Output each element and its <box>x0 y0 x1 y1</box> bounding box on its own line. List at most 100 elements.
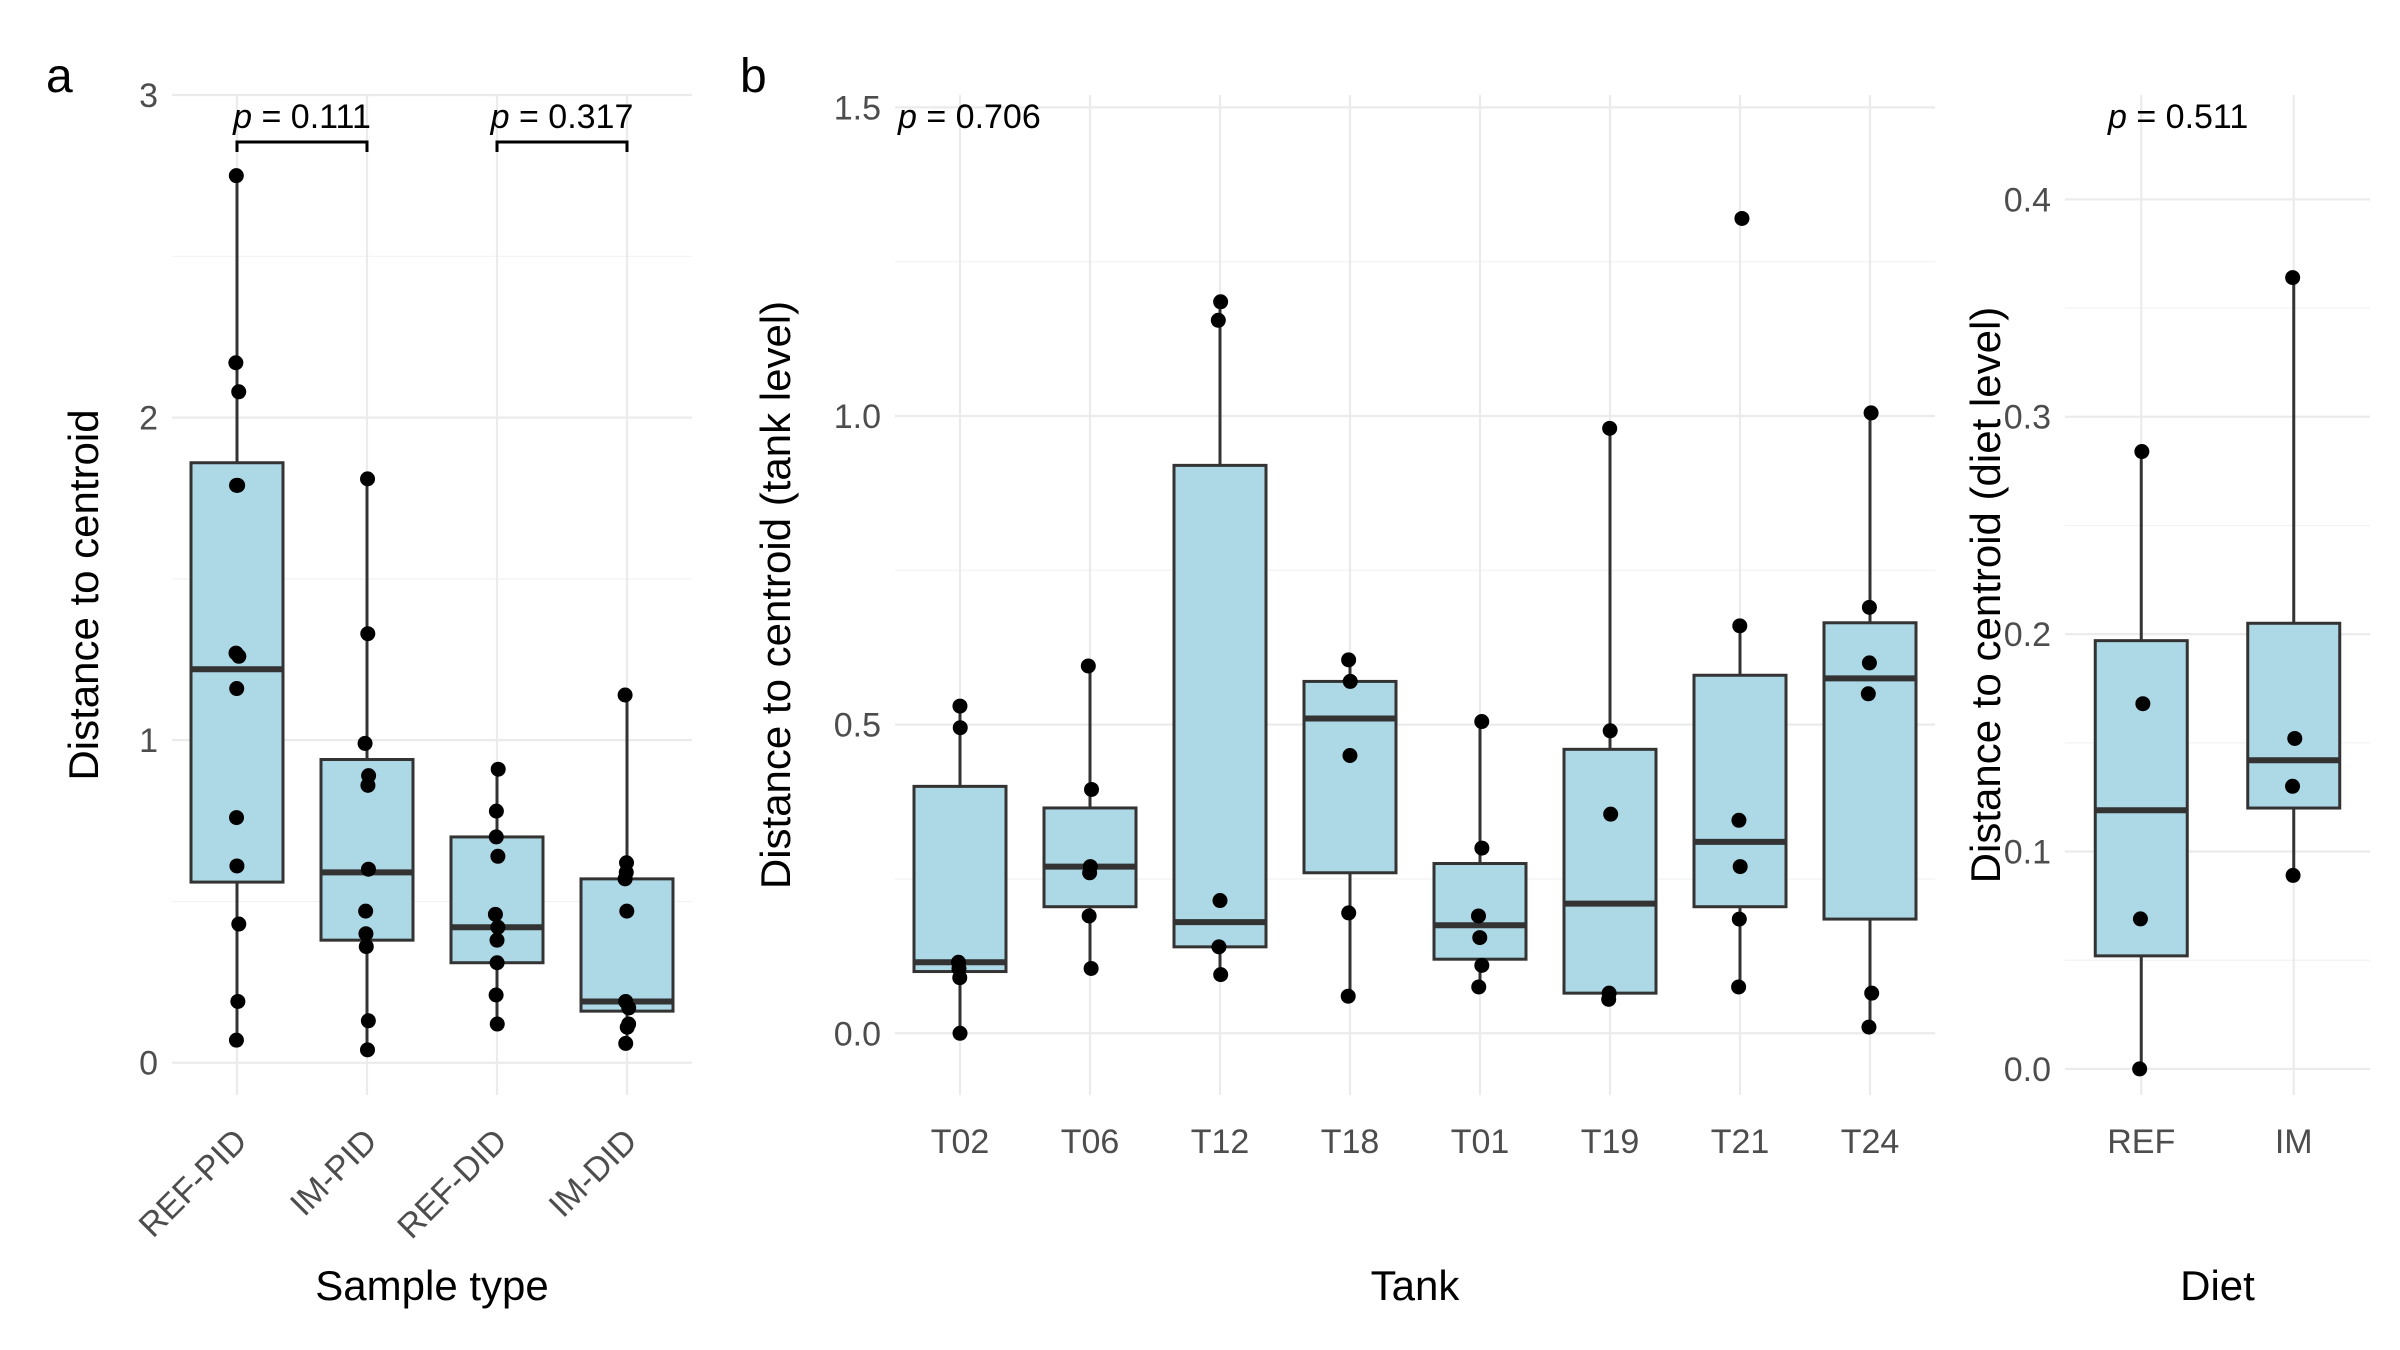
data-point <box>488 803 504 819</box>
panel-b-tank: 0.0 0.5 1.0 1.5 T02 T06 T12 T18 T01 T19 T21 T24 Dist… <box>752 89 1935 1309</box>
x-tick-label: T02 <box>931 1123 990 1161</box>
data-point <box>1081 908 1097 924</box>
data-point <box>2132 1061 2148 1077</box>
x-tick-label: T24 <box>1841 1123 1900 1161</box>
x-tick-label: T19 <box>1581 1123 1640 1161</box>
x-tick-label: IM-DID <box>542 1122 645 1225</box>
data-point <box>1342 673 1358 689</box>
data-point <box>1341 905 1357 921</box>
data-point <box>1861 655 1877 671</box>
data-point <box>1474 714 1490 730</box>
x-tick-label: T01 <box>1451 1123 1510 1161</box>
data-point <box>952 720 968 736</box>
p-value-text: = 0.111 <box>252 98 371 136</box>
data-point <box>1734 210 1750 226</box>
data-point <box>1342 747 1358 763</box>
data-point <box>360 777 376 793</box>
data-point <box>2135 696 2151 712</box>
panel-letter-b: b <box>740 50 767 103</box>
data-point <box>1863 405 1879 421</box>
data-point <box>621 1000 637 1016</box>
data-point <box>230 993 246 1009</box>
x-tick-label: REF <box>2107 1123 2175 1161</box>
data-point <box>489 932 505 948</box>
box-T24 <box>1822 621 1918 921</box>
box-T19 <box>1562 747 1658 995</box>
data-point <box>617 871 633 887</box>
x-tick-label: REF-DID <box>390 1122 514 1246</box>
data-point <box>617 687 633 703</box>
data-point <box>1082 865 1098 881</box>
significance-bracket <box>495 140 629 152</box>
data-point <box>1603 806 1619 822</box>
data-point <box>357 735 373 751</box>
data-point <box>1861 599 1877 615</box>
data-point <box>1602 723 1618 739</box>
data-point <box>2134 444 2150 460</box>
data-point <box>1732 859 1748 875</box>
p-value-text: = 0.706 <box>917 98 1041 136</box>
x-tick-label: T21 <box>1711 1123 1770 1161</box>
y-tick-label: 1.5 <box>834 89 881 127</box>
y-tick-label: 1 <box>139 722 158 760</box>
data-point <box>2285 867 2301 883</box>
data-point <box>360 861 376 877</box>
data-point <box>1471 979 1487 995</box>
data-point <box>229 810 245 826</box>
data-point <box>490 848 506 864</box>
data-point <box>1474 957 1490 973</box>
data-point <box>1472 930 1488 946</box>
data-point <box>360 1013 376 1029</box>
panel-letter-a: a <box>46 50 73 103</box>
y-tick-label: 0.1 <box>2004 834 2051 872</box>
y-tick-label: 0.4 <box>2004 181 2051 219</box>
data-point <box>358 926 374 942</box>
data-point <box>230 477 246 493</box>
data-point <box>358 939 374 955</box>
data-point <box>2285 778 2301 794</box>
data-point <box>2132 911 2148 927</box>
data-point <box>2285 270 2301 286</box>
data-point <box>358 903 374 919</box>
p-value-label: p = 0.511 <box>2107 98 2248 136</box>
data-point <box>2287 730 2303 746</box>
p-value-label: p = 0.317 <box>490 98 634 136</box>
box-T02 <box>912 784 1008 974</box>
data-point <box>1860 686 1876 702</box>
data-point <box>1080 658 1096 674</box>
data-point <box>490 761 506 777</box>
data-point <box>1601 991 1617 1007</box>
data-point <box>360 471 376 487</box>
data-point <box>231 916 247 932</box>
data-point <box>1083 960 1099 976</box>
panel-a-sample-type: 0 1 2 3 REF-PID IM-PID REF-DID IM-DID Distance t… <box>60 77 692 1309</box>
x-tick-label: T18 <box>1321 1123 1380 1161</box>
p-value-label: p = 0.111 <box>232 98 371 136</box>
data-point <box>1602 420 1618 436</box>
data-point <box>228 168 244 184</box>
data-point <box>228 355 244 371</box>
x-axis-title: Tank <box>1371 1262 1461 1309</box>
data-point <box>490 919 506 935</box>
box-IM-DID <box>579 877 675 1013</box>
data-point <box>1213 294 1229 310</box>
x-axis-title: Sample type <box>315 1262 548 1309</box>
box-T12 <box>1172 463 1268 949</box>
data-point <box>228 1032 244 1048</box>
box-IM <box>2246 621 2342 810</box>
y-tick-label: 0.5 <box>834 707 881 745</box>
significance-bracket <box>235 140 369 152</box>
data-point <box>487 906 503 922</box>
data-point <box>1861 1019 1877 1035</box>
data-point <box>1470 908 1486 924</box>
data-point <box>619 1019 635 1035</box>
p-value-text: = 0.317 <box>510 98 634 136</box>
y-axis-title: Distance to centroid (diet level) <box>1962 307 2009 884</box>
box-T06 <box>1042 806 1138 909</box>
box-T18 <box>1302 679 1398 875</box>
data-point <box>1864 985 1880 1001</box>
data-point <box>1212 893 1228 909</box>
data-point <box>488 987 504 1003</box>
y-axis-title: Distance to centroid <box>60 409 107 780</box>
